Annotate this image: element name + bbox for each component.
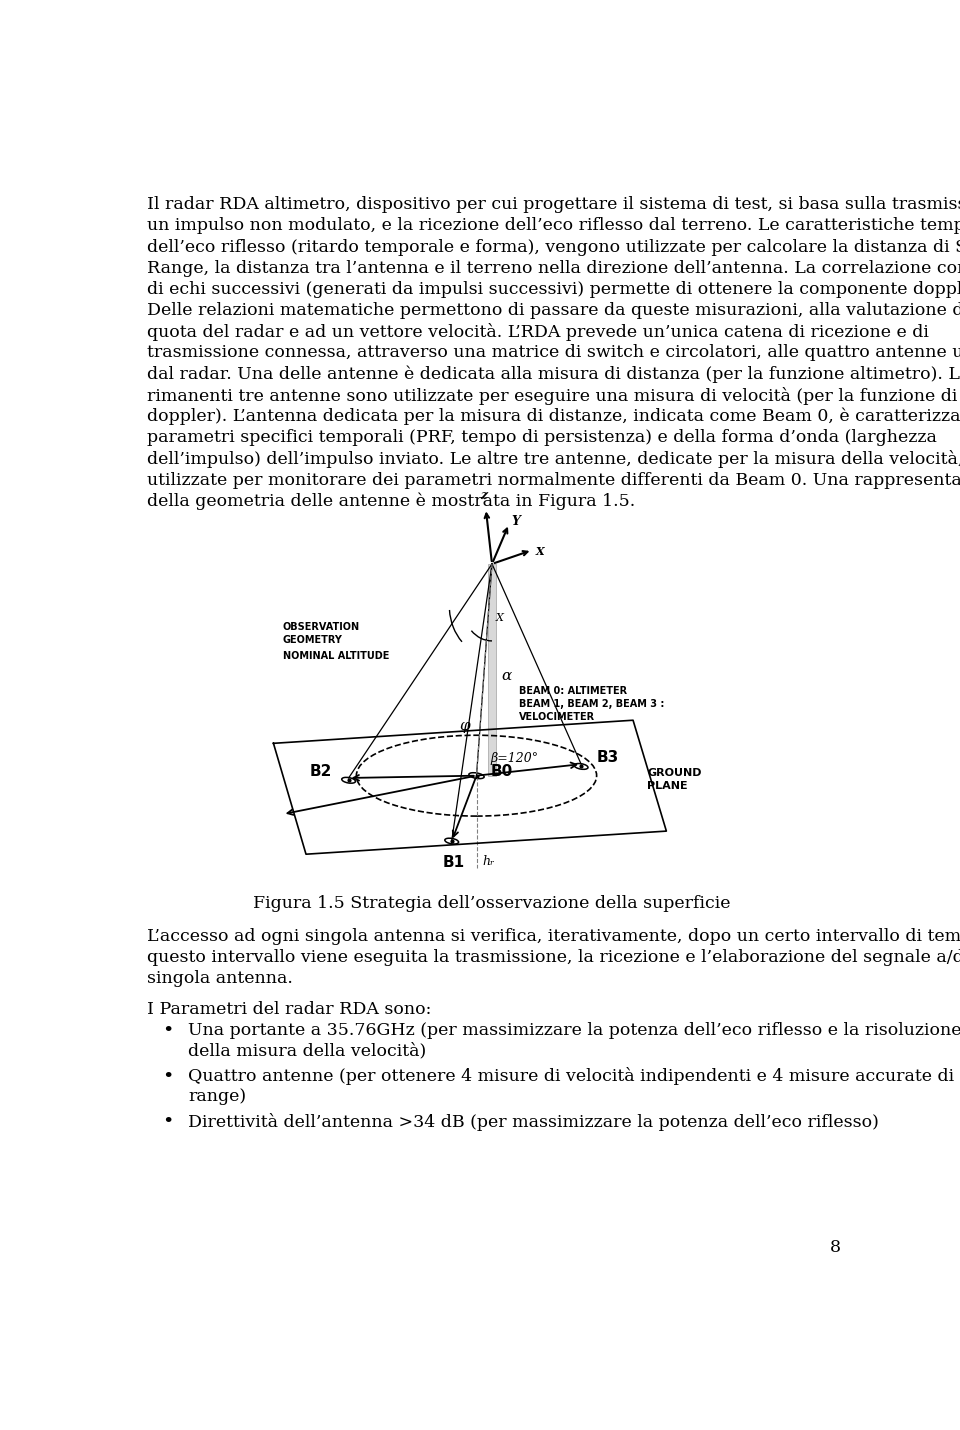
Text: B1: B1 — [443, 855, 465, 869]
Text: X: X — [496, 613, 504, 623]
Text: Figura 1.5 Strategia dell’osservazione della superficie: Figura 1.5 Strategia dell’osservazione d… — [253, 895, 731, 912]
Text: Una portante a 35.76GHz (per massimizzare la potenza dell’eco riflesso e la riso: Una portante a 35.76GHz (per massimizzar… — [188, 1021, 960, 1038]
Text: singola antenna.: singola antenna. — [147, 970, 293, 987]
Text: dell’impulso) dell’impulso inviato. Le altre tre antenne, dedicate per la misura: dell’impulso) dell’impulso inviato. Le a… — [147, 450, 960, 469]
Text: questo intervallo viene eseguita la trasmissione, la ricezione e l’elaborazione : questo intervallo viene eseguita la tras… — [147, 950, 960, 965]
Text: NOMINAL ALTITUDE: NOMINAL ALTITUDE — [283, 651, 389, 661]
Text: B2: B2 — [309, 764, 331, 779]
Text: doppler). L’antenna dedicata per la misura di distanze, indicata come Beam 0, è : doppler). L’antenna dedicata per la misu… — [147, 408, 960, 426]
Text: OBSERVATION
GEOMETRY: OBSERVATION GEOMETRY — [283, 622, 360, 645]
Text: un impulso non modulato, e la ricezione dell’eco riflesso dal terreno. Le caratt: un impulso non modulato, e la ricezione … — [147, 217, 960, 235]
Bar — [488, 563, 496, 775]
Text: rimanenti tre antenne sono utilizzate per eseguire una misura di velocità (per l: rimanenti tre antenne sono utilizzate pe… — [147, 386, 960, 405]
Text: Range, la distanza tra l’antenna e il terreno nella direzione dell’antenna. La c: Range, la distanza tra l’antenna e il te… — [147, 260, 960, 277]
Text: dal radar. Una delle antenne è dedicata alla misura di distanza (per la funzione: dal radar. Una delle antenne è dedicata … — [147, 366, 960, 383]
Text: Delle relazioni matematiche permettono di passare da queste misurazioni, alla va: Delle relazioni matematiche permettono d… — [147, 302, 960, 319]
Text: Y: Y — [512, 515, 520, 528]
Text: β=120°: β=120° — [491, 752, 539, 765]
Text: φ: φ — [460, 719, 470, 732]
Text: hᵣ: hᵣ — [483, 855, 495, 868]
Text: Il radar RDA altimetro, dispositivo per cui progettare il sistema di test, si ba: Il radar RDA altimetro, dispositivo per … — [147, 196, 960, 213]
Text: di echi successivi (generati da impulsi successivi) permette di ottenere la comp: di echi successivi (generati da impulsi … — [147, 280, 960, 297]
Text: trasmissione connessa, attraverso una matrice di switch e circolatori, alle quat: trasmissione connessa, attraverso una ma… — [147, 345, 960, 362]
Text: quota del radar e ad un vettore velocità. L’RDA prevede un’unica catena di ricez: quota del radar e ad un vettore velocità… — [147, 323, 929, 342]
Text: 8: 8 — [829, 1238, 841, 1256]
Text: z: z — [481, 489, 488, 502]
Text: •: • — [162, 1068, 174, 1085]
Text: I Parametri del radar RDA sono:: I Parametri del radar RDA sono: — [147, 1001, 431, 1018]
Text: α: α — [501, 669, 512, 682]
Text: BEAM 0: ALTIMETER
BEAM 1, BEAM 2, BEAM 3 :
VELOCIMETER: BEAM 0: ALTIMETER BEAM 1, BEAM 2, BEAM 3… — [519, 685, 664, 722]
Text: GROUND
PLANE: GROUND PLANE — [647, 768, 702, 791]
Text: •: • — [162, 1022, 174, 1040]
Text: utilizzate per monitorare dei parametri normalmente differenti da Beam 0. Una ra: utilizzate per monitorare dei parametri … — [147, 472, 960, 489]
Text: della geometria delle antenne è mostrata in Figura 1.5.: della geometria delle antenne è mostrata… — [147, 493, 636, 511]
Text: Direttività dell’antenna >34 dB (per massimizzare la potenza dell’eco riflesso): Direttività dell’antenna >34 dB (per mas… — [188, 1113, 879, 1131]
Text: della misura della velocità): della misura della velocità) — [188, 1042, 426, 1060]
Text: •: • — [162, 1113, 174, 1131]
Text: Quattro antenne (per ottenere 4 misure di velocità indipendenti e 4 misure accur: Quattro antenne (per ottenere 4 misure d… — [188, 1067, 960, 1085]
Text: B0: B0 — [491, 764, 513, 779]
Text: dell’eco riflesso (ritardo temporale e forma), vengono utilizzate per calcolare : dell’eco riflesso (ritardo temporale e f… — [147, 239, 960, 256]
Text: L’accesso ad ogni singola antenna si verifica, iterativamente, dopo un certo int: L’accesso ad ogni singola antenna si ver… — [147, 928, 960, 945]
Text: range): range) — [188, 1088, 247, 1105]
Text: parametri specifici temporali (PRF, tempo di persistenza) e della forma d’onda (: parametri specifici temporali (PRF, temp… — [147, 429, 937, 446]
Text: B3: B3 — [596, 751, 619, 765]
Text: X: X — [536, 546, 544, 558]
